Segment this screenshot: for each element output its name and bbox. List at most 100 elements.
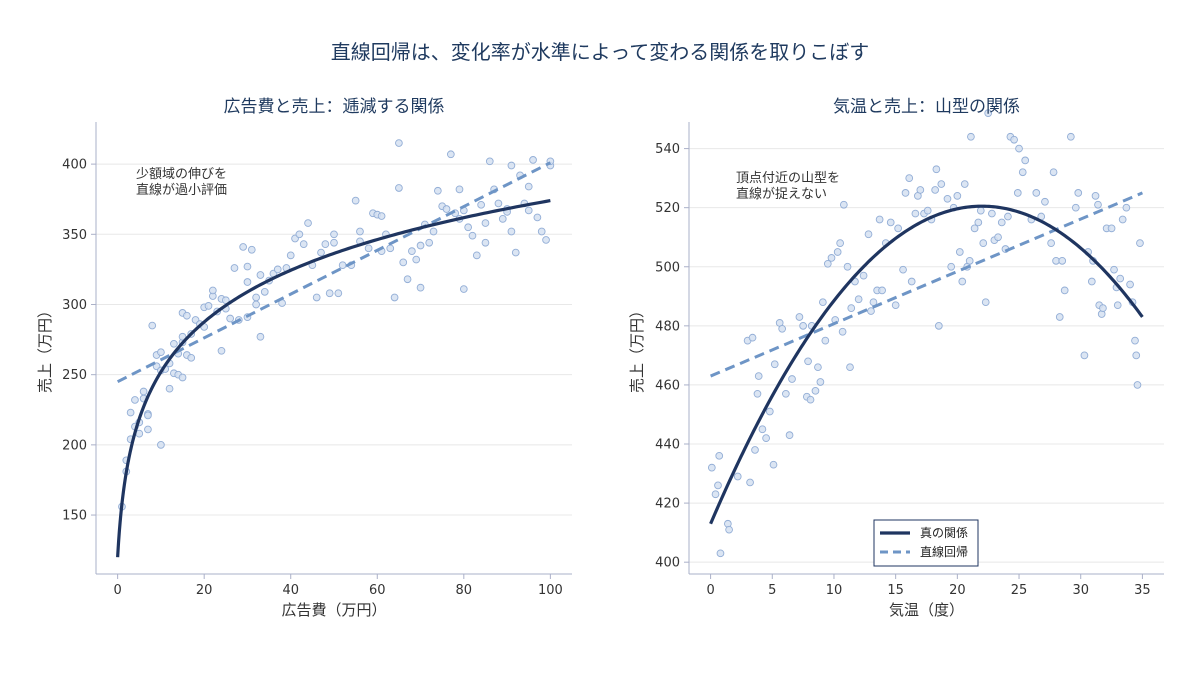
- data-point: [960, 180, 969, 188]
- data-point: [1122, 203, 1131, 212]
- data-point: [429, 227, 438, 236]
- data-point: [395, 184, 403, 192]
- data-point: [494, 199, 503, 208]
- data-point: [386, 244, 395, 253]
- data-point: [273, 265, 282, 274]
- y-axis-label: 売上（万円）: [36, 303, 54, 393]
- x-axis-label: 気温（度）: [889, 601, 964, 619]
- data-point: [1047, 239, 1055, 247]
- data-point: [170, 339, 178, 348]
- data-point: [208, 286, 217, 295]
- data-point: [916, 186, 925, 194]
- data-point: [425, 238, 434, 247]
- y-tick-label: 400: [62, 158, 87, 173]
- y-tick-label: 440: [655, 438, 680, 453]
- data-point: [979, 239, 988, 247]
- data-point: [1080, 351, 1089, 360]
- y-tick-label: 520: [655, 201, 680, 216]
- data-point: [943, 194, 952, 203]
- data-point: [955, 248, 964, 256]
- true-relationship-curve: [709, 204, 1144, 525]
- data-point: [765, 407, 774, 416]
- data-point: [187, 353, 196, 362]
- data-point: [299, 240, 308, 248]
- data-point: [356, 227, 364, 236]
- annotation-text: 少額域の伸びを: [136, 167, 227, 182]
- data-point: [537, 227, 546, 236]
- data-point: [1071, 203, 1080, 212]
- data-point: [157, 441, 165, 449]
- data-point: [131, 396, 139, 404]
- data-point: [148, 321, 157, 330]
- data-point: [854, 295, 863, 304]
- x-tick-label: 0: [706, 583, 714, 598]
- data-point: [217, 346, 226, 355]
- data-point: [247, 245, 256, 254]
- panel-title: 広告費と売上：逓減する関係: [224, 97, 445, 117]
- data-point: [126, 408, 135, 417]
- x-tick-label: 15: [887, 583, 904, 598]
- data-point: [511, 248, 520, 257]
- data-point: [1015, 144, 1023, 153]
- data-point: [934, 321, 943, 330]
- data-point: [838, 327, 847, 336]
- data-point: [1041, 197, 1049, 206]
- y-tick-label: 250: [62, 368, 87, 383]
- data-point: [351, 196, 360, 205]
- data-point: [442, 205, 451, 213]
- data-point: [1032, 189, 1041, 197]
- data-point: [819, 298, 827, 307]
- data-point: [997, 218, 1006, 227]
- annotation-text: 頂点付近の山型を: [736, 171, 840, 186]
- annotation-text: 直線が捉えない: [736, 186, 827, 202]
- data-point: [226, 314, 234, 323]
- legend-true-label: 真の関係: [920, 526, 968, 540]
- data-point: [178, 332, 187, 341]
- data-point: [827, 254, 836, 262]
- data-point: [932, 165, 941, 174]
- data-point: [875, 215, 884, 224]
- data-point: [529, 156, 537, 164]
- data-point: [304, 219, 312, 227]
- data-point: [1013, 189, 1022, 197]
- data-point: [733, 472, 742, 481]
- y-tick-label: 540: [655, 142, 680, 157]
- data-point: [1091, 192, 1100, 200]
- data-point: [446, 150, 455, 159]
- data-point: [859, 271, 868, 280]
- data-point: [183, 311, 191, 320]
- data-point: [321, 240, 330, 248]
- data-point: [477, 200, 485, 209]
- data-point: [1094, 200, 1102, 209]
- data-point: [472, 251, 481, 260]
- data-point: [256, 332, 265, 341]
- data-point: [988, 209, 996, 218]
- data-point: [542, 236, 550, 244]
- data-point: [390, 293, 399, 302]
- data-point: [1116, 274, 1125, 283]
- x-tick-label: 10: [826, 583, 843, 598]
- data-point: [970, 224, 979, 233]
- data-point: [243, 278, 252, 286]
- y-tick-label: 460: [655, 378, 680, 393]
- data-point: [758, 425, 767, 434]
- data-point: [1126, 280, 1134, 289]
- data-point: [434, 186, 442, 195]
- data-point: [847, 304, 856, 312]
- data-point: [823, 259, 832, 268]
- x-tick-label: 0: [113, 583, 121, 598]
- data-point: [804, 357, 812, 366]
- data-point: [395, 139, 403, 147]
- data-point: [1010, 135, 1018, 144]
- data-point: [1131, 336, 1139, 345]
- data-point: [711, 490, 720, 499]
- x-tick-label: 35: [1134, 583, 1151, 598]
- data-point: [782, 389, 790, 398]
- data-point: [931, 186, 939, 194]
- data-point: [144, 411, 152, 420]
- data-point: [994, 233, 1002, 242]
- data-point: [377, 212, 386, 220]
- data-point: [157, 348, 165, 357]
